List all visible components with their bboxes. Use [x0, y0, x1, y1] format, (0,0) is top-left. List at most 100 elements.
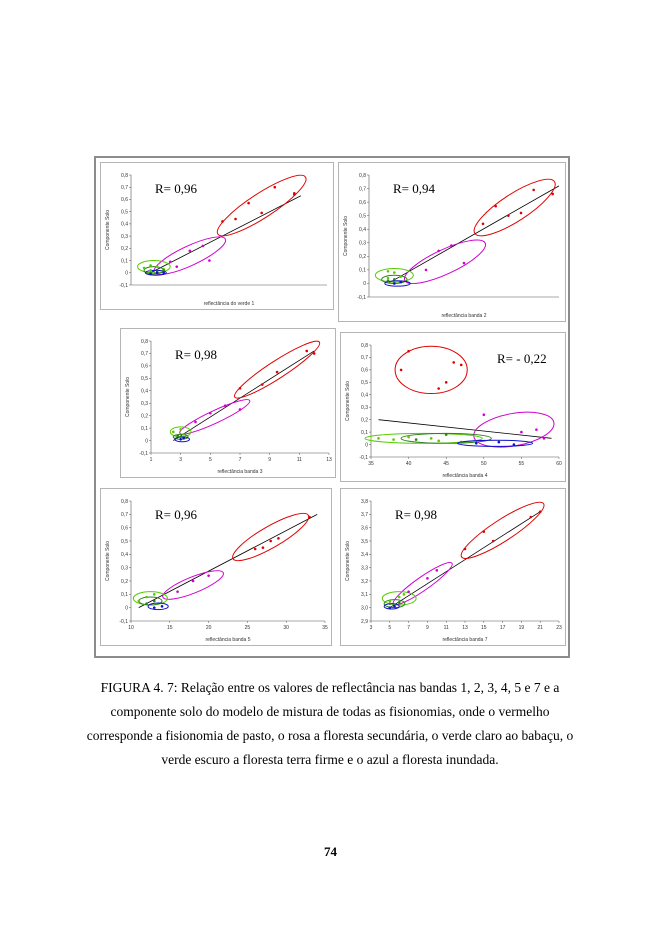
chart-5-point-pasto: [253, 547, 257, 551]
chart-5-y-tick-label: 0,7: [121, 512, 128, 518]
chart-panel-6: 3,8 3,7 3,6 3,5 3,4 3,3 3,2 3,1 3,0 2,9 3 5 7 9 11 13 15…: [340, 488, 566, 646]
chart-1-y-tick-label: 0,8: [121, 173, 128, 179]
chart-6-r-label: R= 0,98: [395, 507, 437, 522]
chart-2-y-tick-label: 0,1: [359, 268, 366, 274]
chart-1-point-pasto: [221, 220, 224, 223]
chart-1-point-pasto: [260, 211, 263, 215]
chart-4-ellipse-babacu: [364, 432, 483, 444]
chart-1-point-floresta-secundaria: [208, 259, 211, 262]
chart-5-ellipse-pasto: [232, 512, 310, 562]
chart-4-x-tick-label: 45: [443, 461, 449, 467]
chart-5-ellipse-floresta-secundaria: [162, 570, 224, 600]
chart-3-y-tick-label: 0,6: [141, 364, 148, 370]
chart-1-y-tick-label: 0,6: [121, 197, 128, 203]
chart-6-point-floresta-secundaria: [435, 569, 439, 572]
chart-5-y-tick-label: 0,6: [121, 525, 128, 531]
chart-4-y-tick-label: 0,6: [361, 368, 368, 374]
chart-3-y-tick-label: -0,1: [139, 451, 148, 457]
chart-4-x-tick-label: 55: [519, 461, 525, 467]
chart-5-x-tick-label: 25: [245, 625, 251, 631]
chart-1-point-floresta-secundaria: [201, 244, 205, 248]
chart-3-x-tick-label: 1: [150, 457, 153, 463]
chart-1-ellipse-pasto: [216, 174, 307, 237]
chart-3-point-floresta-inundada: [179, 438, 182, 441]
chart-6-x-tick-label: 17: [500, 625, 506, 631]
chart-6-y-tick-label: 3,4: [361, 552, 368, 558]
chart-4-point-pasto: [459, 363, 463, 367]
chart-2-y-tick-label: 0: [363, 281, 366, 287]
chart-5-ellipse-floresta-inundada: [147, 602, 169, 611]
chart-5-y-tick-label: 0,2: [121, 579, 128, 585]
chart-6-ellipse-floresta-inundada: [383, 603, 400, 610]
chart-3-y-tick-label: 0: [145, 438, 148, 444]
chart-4-point-babacu: [392, 438, 395, 441]
chart-6-y-tick-label: 3,8: [361, 499, 368, 505]
chart-2-point-floresta-terra-firme: [393, 278, 396, 281]
chart-2-y-tick-label: 0,4: [359, 227, 366, 233]
chart-4-point-floresta-inundada: [512, 443, 516, 446]
chart-3-point-babacu: [182, 433, 185, 436]
chart-1-y-axis-label: Componente Solo: [105, 210, 111, 250]
chart-2-y-tick-label: 0,5: [359, 213, 366, 219]
chart-4-point-pasto: [452, 361, 456, 364]
chart-2-point-babacu: [386, 276, 390, 280]
chart-6-point-floresta-terra-firme: [388, 602, 392, 605]
chart-3-y-tick-label: 0,5: [141, 376, 148, 382]
chart-1-point-pasto: [273, 185, 277, 189]
chart-4-x-tick-label: 40: [406, 461, 412, 467]
chart-3-point-floresta-secundaria: [194, 420, 197, 424]
chart-1-point-pasto: [293, 192, 296, 195]
chart-1-y-tick-label: -0,1: [119, 283, 128, 289]
chart-3-y-tick-label: 0,7: [141, 351, 148, 357]
chart-2-point-floresta-secundaria: [424, 268, 428, 272]
chart-2-point-pasto: [519, 211, 523, 215]
chart-1-y-tick-label: 0: [125, 271, 128, 277]
chart-3-y-tick-label: 0,2: [141, 413, 148, 419]
chart-3-point-babacu: [179, 428, 182, 431]
chart-4-y-tick-label: 0,4: [361, 393, 368, 399]
chart-4-point-pasto: [437, 387, 440, 390]
chart-4-point-floresta-secundaria: [520, 430, 523, 434]
chart-3-point-pasto: [305, 349, 309, 353]
chart-5-x-tick-label: 30: [283, 625, 289, 631]
chart-6-point-babacu: [397, 595, 401, 599]
chart-2-y-tick-label: 0,3: [359, 241, 366, 247]
chart-2-r-label: R= 0,94: [393, 181, 436, 196]
chart-1-r-label: R= 0,96: [155, 181, 198, 196]
chart-5-y-tick-label: -0,1: [119, 619, 128, 625]
chart-2-point-pasto: [532, 188, 535, 192]
chart-1-y-tick-label: 0,2: [121, 246, 128, 252]
chart-4-point-pasto: [399, 368, 403, 372]
chart-4-y-tick-label: -0,1: [359, 455, 368, 461]
chart-5-point-floresta-secundaria: [207, 574, 210, 577]
chart-2-y-tick-label: 0,7: [359, 186, 366, 192]
chart-4-y-tick-label: 0,8: [361, 343, 368, 349]
chart-5-x-axis-label: reflectância banda 5: [205, 637, 250, 643]
chart-6-trend-line: [389, 511, 541, 609]
chart-6-point-pasto: [491, 539, 495, 543]
chart-4-point-floresta-terra-firme: [444, 433, 448, 436]
chart-3-y-tick-label: 0,3: [141, 401, 148, 407]
chart-panel-3: 0,8 0,7 0,6 0,5 0,4 0,3 0,2 0,1 0 -0,1 1 3 5 7 9 11 13 re…: [120, 328, 336, 478]
chart-4-point-floresta-secundaria: [535, 428, 538, 431]
chart-panel-4: 0,8 0,7 0,6 0,5 0,4 0,3 0,2 0,1 0 -0,1 35 40 45 50 55 6…: [340, 332, 566, 482]
chart-1-ellipse-floresta-inundada: [144, 269, 167, 276]
chart-4-point-pasto: [444, 381, 448, 384]
chart-1-point-floresta-secundaria: [188, 249, 192, 253]
chart-2-point-pasto: [494, 204, 497, 208]
chart-2-y-axis-label: Componente Solo: [343, 216, 349, 256]
chart-1: 0,8 0,7 0,6 0,5 0,4 0,3 0,2 0,1 0 -0,1 reflectânci…: [105, 173, 327, 307]
chart-4-y-axis-label: Componente Solo: [345, 381, 351, 421]
chart-2: 0,8 0,7 0,6 0,5 0,4 0,3 0,2 0,1 0 -0,1 reflectânci…: [343, 173, 560, 319]
chart-2-x-axis-label: reflectância banda 2: [441, 313, 486, 319]
chart-4-trend-line: [378, 419, 552, 439]
chart-4-y-tick-label: 0,2: [361, 417, 368, 423]
chart-6-y-axis-label: Componente Solo: [345, 541, 351, 581]
chart-4-point-floresta-secundaria: [542, 437, 546, 440]
chart-2-y-tick-label: 0,8: [359, 173, 366, 179]
chart-2-ellipse-floresta-inundada: [384, 280, 411, 287]
chart-6-point-floresta-inundada: [393, 605, 396, 608]
figure-frame: 0,8 0,7 0,6 0,5 0,4 0,3 0,2 0,1 0 -0,1 reflectânci…: [94, 156, 570, 658]
chart-4-point-floresta-inundada: [474, 442, 478, 445]
chart-1-trend-line: [150, 195, 302, 274]
